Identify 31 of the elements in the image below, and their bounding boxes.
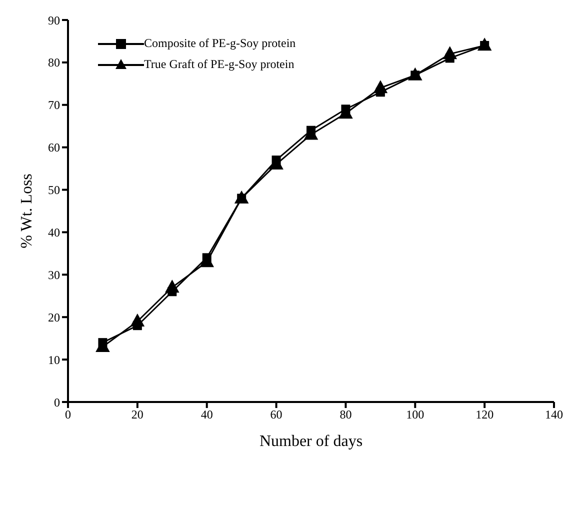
- point: [376, 88, 385, 97]
- x-tick-label: 40: [200, 408, 213, 422]
- x-tick-label: 60: [270, 408, 282, 422]
- point: [132, 321, 142, 330]
- x-tick-label: 100: [406, 408, 424, 422]
- point: [168, 287, 177, 296]
- y-tick-label: 30: [48, 268, 60, 282]
- y-tick-label: 20: [48, 310, 60, 324]
- y-tick-label: 10: [48, 352, 60, 367]
- y-tick-label: 50: [48, 183, 60, 198]
- y-tick-label: 80: [48, 56, 60, 70]
- point: [445, 54, 454, 63]
- point: [98, 338, 108, 348]
- y-tick-label: 0: [54, 395, 60, 410]
- y-tick-label: 90: [48, 13, 60, 28]
- x-tick-label: 140: [545, 408, 563, 422]
- y-axis-title: % Wt. Loss: [18, 174, 36, 248]
- y-tick-label: 70: [48, 98, 60, 112]
- y-tick-label: 60: [48, 140, 60, 155]
- y-tick-label: 40: [48, 225, 60, 240]
- x-tick-label: 20: [131, 408, 144, 422]
- point: [341, 104, 350, 114]
- point: [202, 253, 212, 262]
- legend-label: True Graft of PE-g-Soy protein: [144, 57, 294, 72]
- x-tick-label: 0: [65, 408, 71, 422]
- legend-label: Composite of PE-g-Soy protein: [144, 36, 296, 51]
- x-axis-title: Number of days: [259, 433, 363, 450]
- x-tick-label: 120: [476, 408, 494, 422]
- point: [272, 156, 281, 165]
- point: [306, 126, 316, 135]
- x-tick-label: 80: [340, 408, 352, 422]
